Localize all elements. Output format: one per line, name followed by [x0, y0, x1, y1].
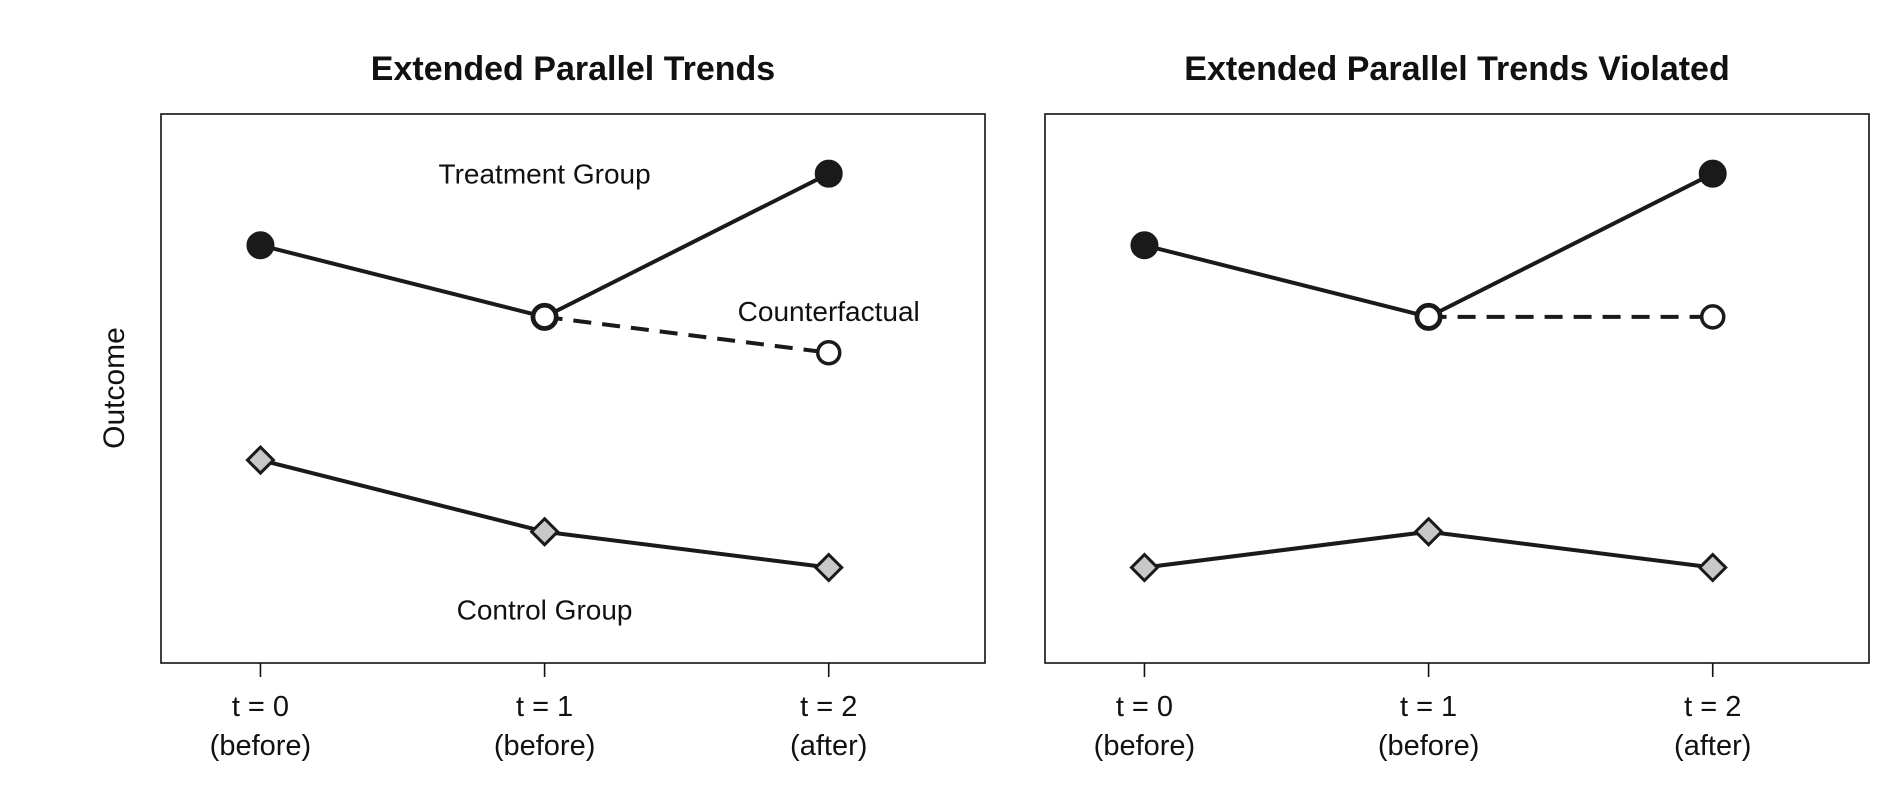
data-point-open-circle [531, 304, 558, 330]
x-tick-label: t = 0 [1116, 691, 1173, 723]
x-tick-label: t = 2 [800, 691, 857, 723]
data-point-diamond [813, 552, 844, 583]
x-tick-sublabel: (before) [1378, 730, 1480, 762]
data-point-filled-circle [246, 231, 275, 260]
series-line-1 [544, 314, 829, 355]
y-axis-label: Outcome [98, 327, 131, 449]
right-panel: Extended Parallel Trends Violated t = 0 (b… [1044, 50, 1870, 762]
data-point-filled-circle [1130, 231, 1159, 260]
data-point-diamond [245, 444, 276, 476]
x-tick-sublabel: (before) [210, 730, 312, 762]
plot-frame [160, 113, 986, 664]
data-point-diamond [1697, 552, 1728, 583]
data-point-filled-circle [1698, 159, 1727, 188]
x-tick-label: t = 1 [516, 691, 573, 723]
chart-title: Extended Parallel Trends Violated [1184, 50, 1729, 88]
x-tick-sublabel: (after) [790, 730, 867, 762]
data-point-diamond [1413, 516, 1444, 547]
x-tick-sublabel: (before) [494, 730, 596, 762]
data-point-diamond [529, 516, 560, 547]
annotation-label: Control Group [457, 594, 633, 625]
series-line-0 [1143, 171, 1714, 319]
left-panel: Extended Parallel Trends t = 0 (before) t =… [160, 50, 986, 762]
x-tick-sublabel: (before) [1094, 730, 1196, 762]
annotation-label: Treatment Group [439, 159, 651, 190]
series-line-2 [259, 458, 829, 570]
data-point-open-circle [815, 339, 842, 366]
x-tick-label: t = 1 [1400, 691, 1457, 723]
x-tick-label: t = 2 [1684, 691, 1741, 723]
data-point-open-circle [1699, 304, 1726, 330]
plot-frame [1044, 113, 1870, 664]
data-point-diamond [1129, 552, 1160, 583]
chart-title: Extended Parallel Trends [371, 50, 775, 88]
x-tick-sublabel: (after) [1674, 730, 1751, 762]
data-point-open-circle [1415, 304, 1442, 330]
data-point-filled-circle [814, 159, 843, 188]
x-tick-label: t = 0 [232, 691, 289, 723]
annotation-label: Counterfactual [738, 296, 920, 327]
